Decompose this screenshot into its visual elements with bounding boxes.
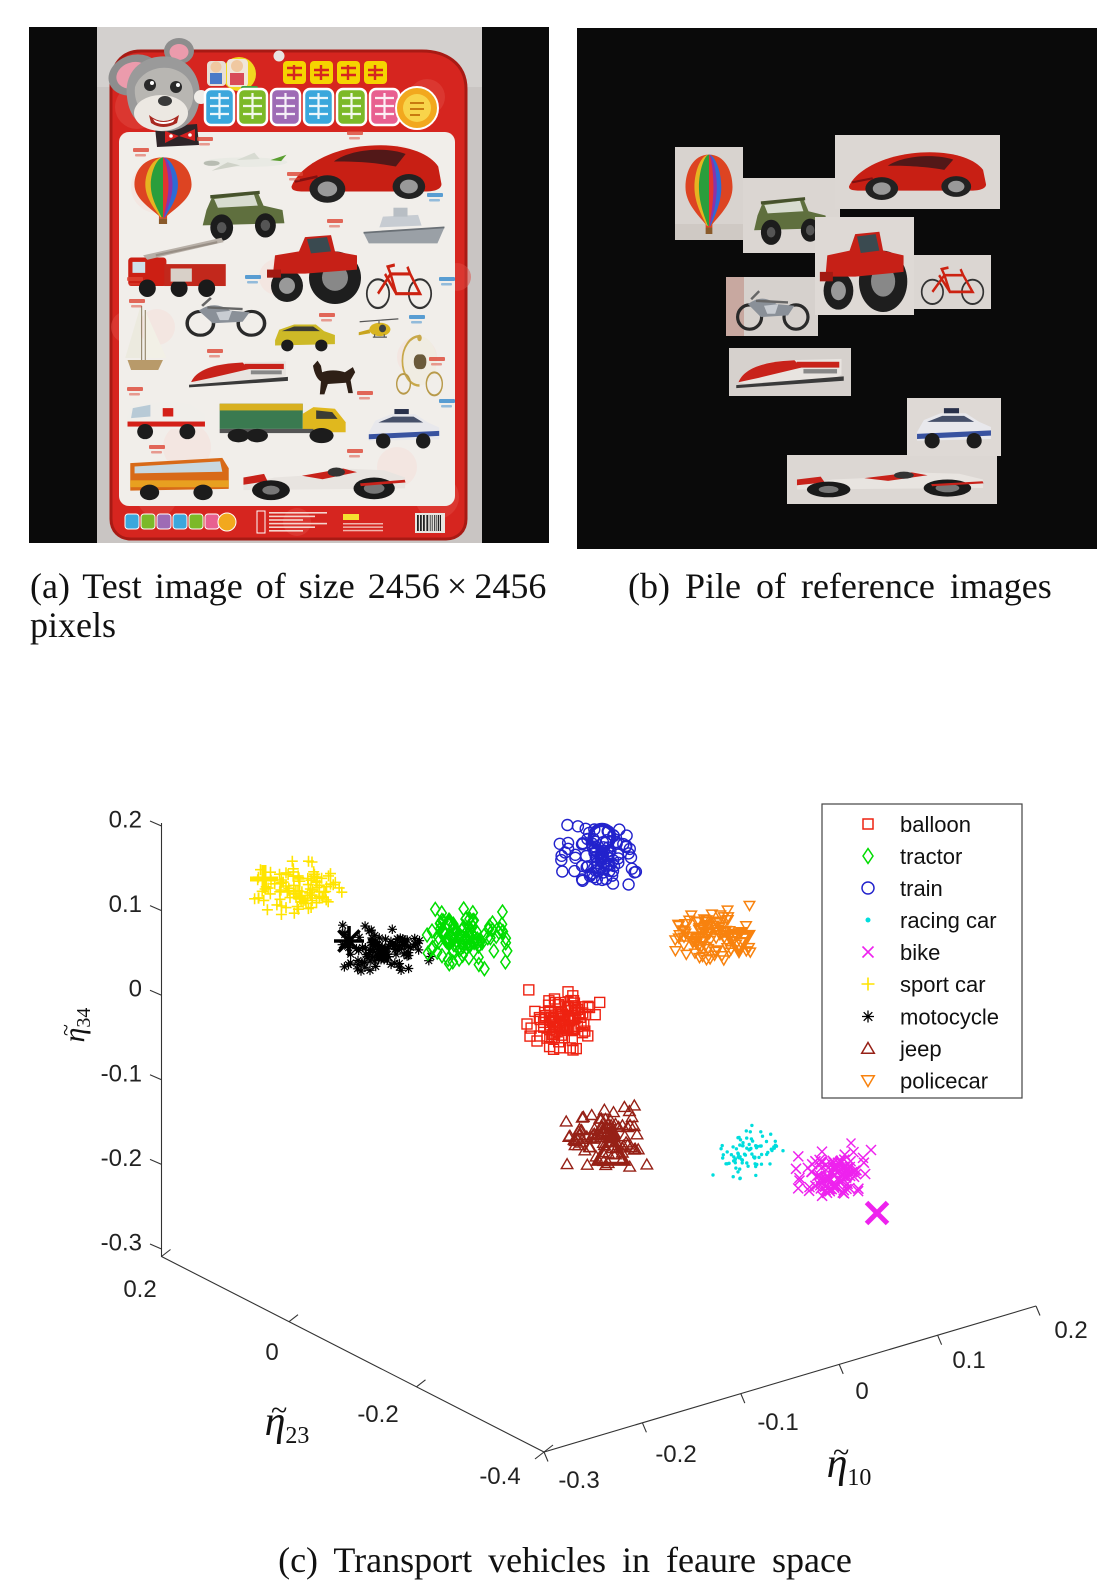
svg-text:-0.3: -0.3	[558, 1467, 599, 1494]
svg-text:0: 0	[855, 1378, 868, 1405]
svg-text:η34: η34	[58, 1008, 95, 1043]
svg-text:0.1: 0.1	[952, 1347, 985, 1374]
svg-text:policecar: policecar	[900, 1069, 988, 1094]
svg-text:η23: η23	[265, 1399, 310, 1449]
svg-text:-0.1: -0.1	[101, 1060, 142, 1087]
svg-text:0.2: 0.2	[123, 1276, 156, 1303]
svg-text:-0.2: -0.2	[357, 1401, 398, 1428]
svg-text:0.2: 0.2	[1054, 1317, 1087, 1344]
svg-text:0.1: 0.1	[109, 891, 142, 918]
svg-text:η10: η10	[827, 1441, 872, 1491]
svg-text:-0.2: -0.2	[655, 1441, 696, 1468]
svg-text:0: 0	[129, 976, 142, 1003]
svg-text:balloon: balloon	[900, 812, 971, 837]
svg-text:~: ~	[271, 1394, 287, 1427]
svg-text:bike: bike	[900, 940, 940, 965]
svg-text:-0.1: -0.1	[757, 1409, 798, 1436]
svg-text:~: ~	[833, 1436, 849, 1469]
svg-text:tractor: tractor	[900, 844, 962, 869]
svg-text:-0.2: -0.2	[101, 1145, 142, 1172]
svg-text:sport car: sport car	[900, 972, 986, 997]
svg-text:0: 0	[265, 1339, 278, 1366]
svg-text:-0.4: -0.4	[479, 1463, 520, 1490]
svg-text:train: train	[900, 876, 943, 901]
svg-text:0.2: 0.2	[109, 807, 142, 834]
svg-text:-0.3: -0.3	[101, 1230, 142, 1257]
svg-text:~: ~	[53, 1024, 78, 1036]
svg-text:racing car: racing car	[900, 908, 997, 933]
svg-text:jeep: jeep	[899, 1037, 942, 1062]
svg-text:motocycle: motocycle	[900, 1005, 999, 1030]
